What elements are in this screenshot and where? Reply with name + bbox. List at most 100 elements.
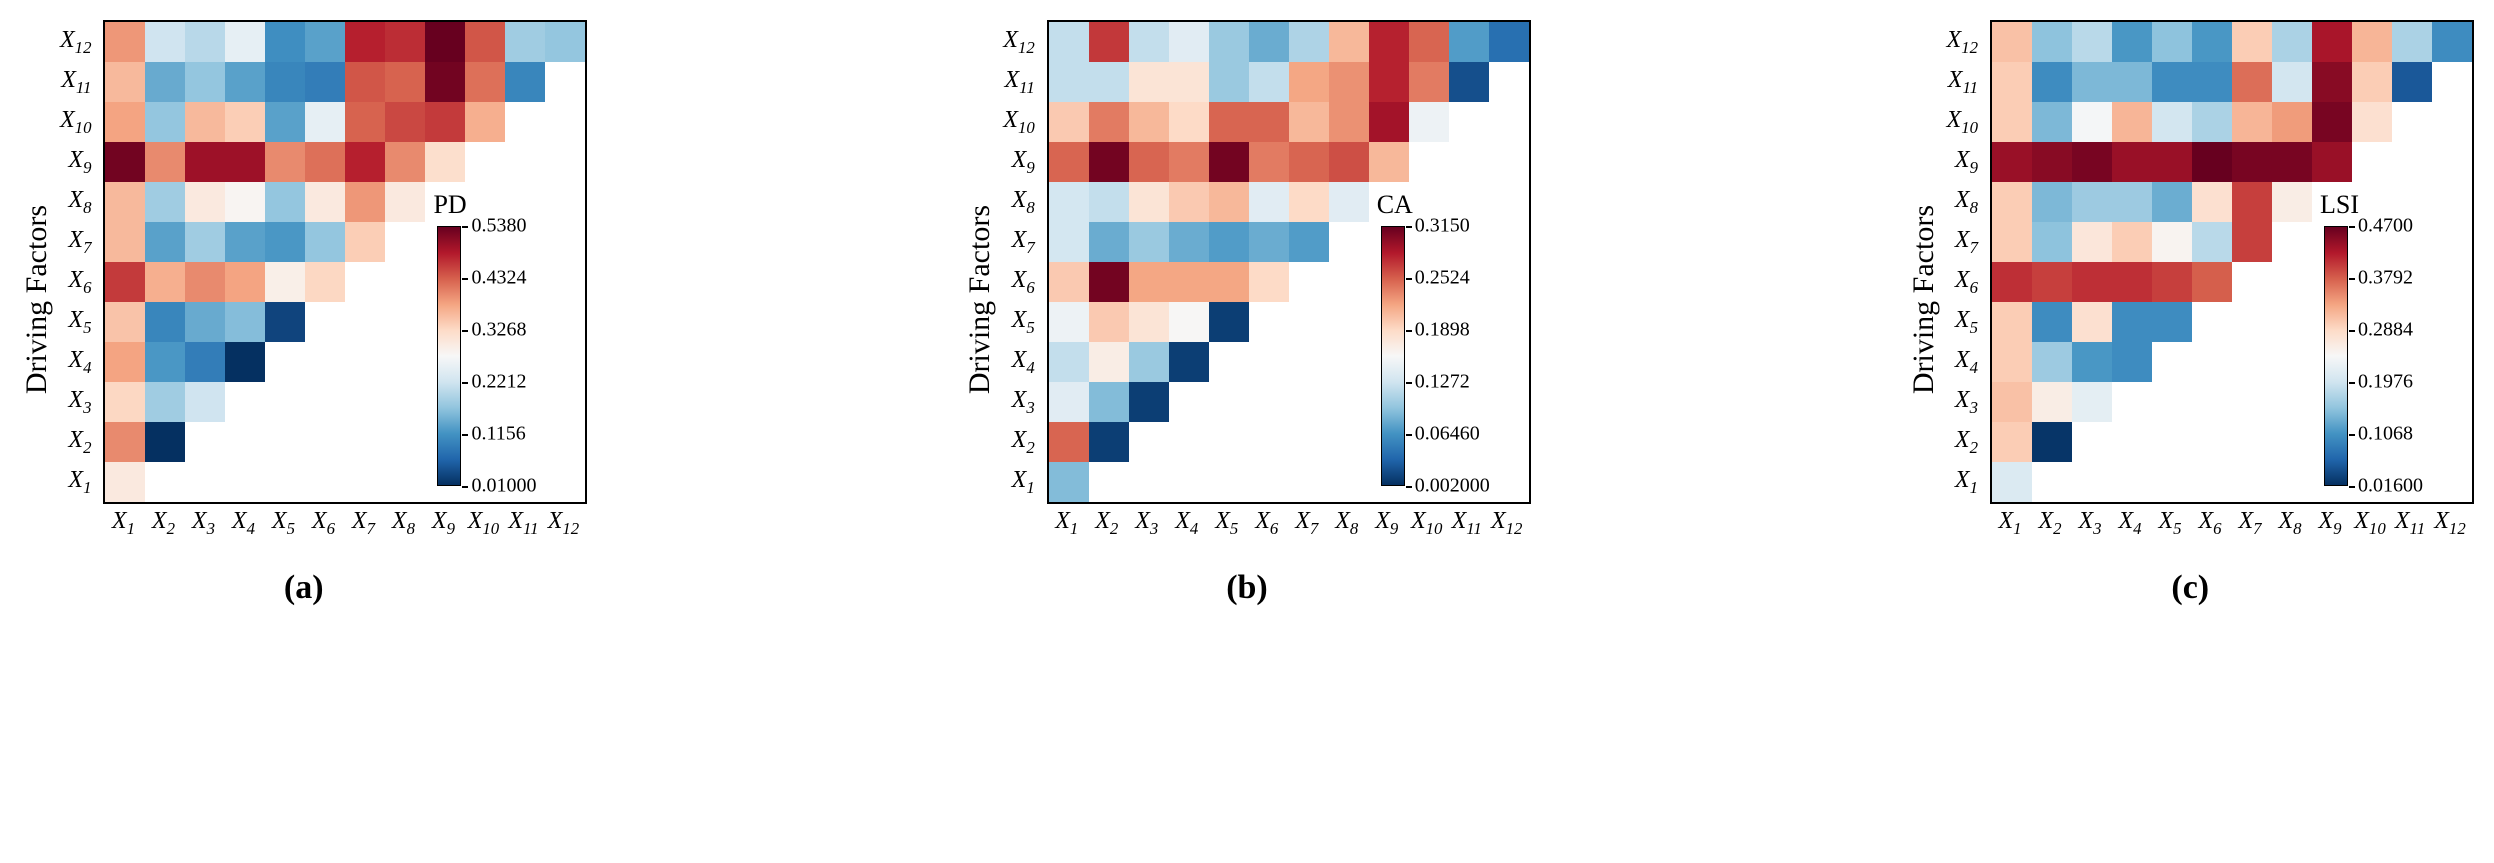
heatmap-cell (185, 222, 225, 262)
heatmap-cell (105, 302, 145, 342)
heatmap-cell (2032, 182, 2072, 222)
heatmap-cell (1992, 262, 2032, 302)
heatmap-cell (185, 382, 225, 422)
colorbar-tickmark (462, 226, 468, 228)
y-tick: X4 (1003, 340, 1040, 380)
colorbar-tickmark (462, 486, 468, 488)
heatmap-cell (1449, 22, 1489, 62)
colorbar-bar (437, 226, 461, 486)
colorbar: LSI0.47000.37920.28840.19760.10680.01600 (2324, 190, 2464, 486)
heatmap-cell (385, 22, 425, 62)
y-tick: X4 (60, 340, 97, 380)
x-tick: X5 (1207, 508, 1247, 539)
colorbar-tick-label: 0.06460 (1415, 423, 1480, 446)
heatmap-cell (2272, 102, 2312, 142)
x-axis-ticks: X1X2X3X4X5X6X7X8X9X10X11X12 (1047, 508, 1531, 539)
heatmap-cell (225, 142, 265, 182)
heatmap-cell (425, 22, 465, 62)
heatmap-cell (2072, 182, 2112, 222)
heatmap-cell (265, 222, 305, 262)
heatmap-cell (1169, 142, 1209, 182)
heatmap-cell (2352, 22, 2392, 62)
heatmap-cell (2432, 22, 2472, 62)
heatmap-cell (1249, 142, 1289, 182)
heatmap-cell (225, 342, 265, 382)
y-tick: X12 (1947, 20, 1984, 60)
heatmap-cell (2032, 302, 2072, 342)
heatmap-cell (265, 182, 305, 222)
heatmap-cell (2072, 222, 2112, 262)
heatmap-cell (1129, 142, 1169, 182)
heatmap-cell (2232, 62, 2272, 102)
heatmap-cell (2072, 382, 2112, 422)
y-tick: X7 (1947, 220, 1984, 260)
colorbar-tick-label: 0.1272 (1415, 371, 1470, 394)
heatmap-cell (1992, 22, 2032, 62)
x-tick: X5 (263, 508, 303, 539)
heatmap-cell (1049, 102, 1089, 142)
x-tick: X9 (2310, 508, 2350, 539)
heatmap-cell (1409, 22, 1449, 62)
heatmap-cell (2032, 262, 2072, 302)
heatmap-cell (1129, 342, 1169, 382)
y-tick: X4 (1947, 340, 1984, 380)
x-axis-ticks: X1X2X3X4X5X6X7X8X9X10X11X12 (1990, 508, 2474, 539)
x-tick: X12 (2430, 508, 2470, 539)
heatmap-cell (145, 342, 185, 382)
heatmap-cell (1209, 22, 1249, 62)
heatmap-cell (305, 182, 345, 222)
heatmap-cell (185, 142, 225, 182)
heatmap-cell (2112, 102, 2152, 142)
colorbar-tickmark (1406, 226, 1412, 228)
colorbar-tick-label: 0.1068 (2358, 423, 2413, 446)
heatmap-cell (1289, 62, 1329, 102)
y-tick: X11 (1003, 60, 1040, 100)
heatmap-cell (145, 182, 185, 222)
heatmap-cell (1289, 222, 1329, 262)
heatmap-cell (225, 102, 265, 142)
heatmap-cell (1049, 342, 1089, 382)
colorbar-tick-label: 0.4324 (471, 267, 526, 290)
y-tick: X12 (60, 20, 97, 60)
heatmap-cell (2032, 382, 2072, 422)
heatmap-cell (1209, 182, 1249, 222)
heatmap-grid: CA0.31500.25240.18980.12720.064600.00200… (1047, 20, 1531, 504)
heatmap-cell (1329, 102, 1369, 142)
colorbar-tickmark (462, 382, 468, 384)
heatmap-cell (1209, 302, 1249, 342)
x-tick: X10 (1407, 508, 1447, 539)
heatmap-cell (105, 422, 145, 462)
heatmap-cell (2112, 142, 2152, 182)
heatmap-cell (1992, 382, 2032, 422)
heatmap-cell (1049, 62, 1089, 102)
heatmap-cell (2312, 62, 2352, 102)
x-tick: X6 (2190, 508, 2230, 539)
heatmap-cell (2232, 22, 2272, 62)
x-tick: X9 (1367, 508, 1407, 539)
heatmap-cell (425, 102, 465, 142)
heatmap-cell (1249, 62, 1289, 102)
heatmap-cell (2272, 142, 2312, 182)
heatmap-cell (425, 142, 465, 182)
heatmap-cell (1289, 142, 1329, 182)
heatmap-cell (1249, 182, 1289, 222)
x-tick: X8 (2270, 508, 2310, 539)
heatmap-cell (2152, 182, 2192, 222)
heatmap-cell (1329, 182, 1369, 222)
heatmap-cell (145, 302, 185, 342)
heatmap-cell (1089, 422, 1129, 462)
x-tick: X8 (1327, 508, 1367, 539)
heatmap-cell (1209, 222, 1249, 262)
y-axis-ticks: X12X11X10X9X8X7X6X5X4X3X2X1 (1947, 20, 1984, 500)
heatmap-grid: LSI0.47000.37920.28840.19760.10680.01600 (1990, 20, 2474, 504)
heatmap-cell (2072, 102, 2112, 142)
x-tick: X11 (1447, 508, 1487, 539)
heatmap-cell (2272, 182, 2312, 222)
heatmap-cell (2152, 102, 2192, 142)
heatmap-cell (1992, 222, 2032, 262)
heatmap-cell (2072, 342, 2112, 382)
heatmap-cell (185, 102, 225, 142)
x-tick: X9 (423, 508, 463, 539)
heatmap-cell (305, 142, 345, 182)
x-tick: X3 (2070, 508, 2110, 539)
